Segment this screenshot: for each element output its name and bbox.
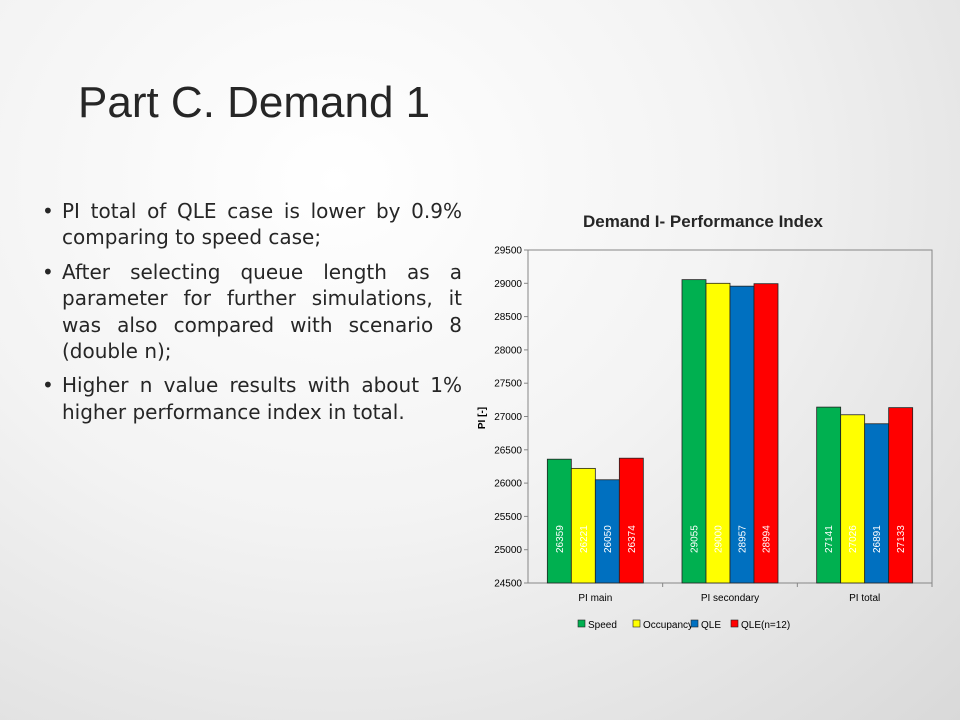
data-label: 26374 [627, 525, 638, 553]
bullet-list: • PI total of QLE case is lower by 0.9% … [42, 198, 462, 433]
bar [618, 457, 644, 584]
data-label: 27141 [824, 525, 835, 553]
x-tick-label: PI main [578, 593, 612, 604]
y-tick-label: 29500 [494, 246, 522, 257]
y-tick-label: 27000 [494, 412, 522, 423]
bar [570, 467, 596, 584]
x-tick-label: PI total [849, 593, 880, 604]
bullet-text: Higher n value results with about 1% hig… [62, 373, 462, 424]
bullet-marker: • [42, 373, 54, 398]
bar [753, 283, 779, 584]
bar [864, 423, 890, 584]
legend-swatch [730, 619, 739, 628]
y-tick-label: 25500 [494, 512, 522, 523]
legend-swatch [690, 619, 699, 628]
bullet-marker: • [42, 199, 54, 223]
data-label: 26050 [603, 525, 614, 553]
y-tick-label: 27500 [494, 379, 522, 390]
data-label: 28957 [738, 525, 749, 553]
bullet-text: PI total of QLE case is lower by 0.9% co… [62, 199, 462, 250]
bar [681, 279, 707, 584]
data-label: 26891 [872, 525, 883, 553]
x-tick-label: PI secondary [701, 593, 759, 604]
legend-entry: QLE(n=12) [741, 620, 790, 631]
bar [729, 285, 755, 584]
bullet-item: • Higher n value results with about 1% h… [42, 372, 462, 425]
chart-title: Demand I- Performance Index [583, 212, 824, 231]
legend: Speed Occupancy QLE QLE(n=12) [577, 619, 790, 631]
legend-entry: Speed [588, 620, 617, 631]
y-tick-label: 28000 [494, 345, 522, 356]
y-tick-label: 26000 [494, 479, 522, 490]
data-label: 27026 [848, 525, 859, 553]
data-label: 28994 [762, 525, 773, 553]
legend-entry: QLE [701, 620, 721, 631]
y-tick-label: 28500 [494, 312, 522, 323]
legend-swatch [632, 619, 641, 628]
bullet-marker: • [42, 259, 54, 284]
bar [888, 407, 914, 584]
legend-entry: Occupancy [643, 620, 693, 631]
bar [705, 282, 731, 584]
y-tick-label: 24500 [494, 579, 522, 590]
bar [840, 414, 866, 584]
y-tick-label: 25000 [494, 545, 522, 556]
bar [546, 458, 572, 584]
y-tick-label: 26500 [494, 445, 522, 456]
plot-area: 24500 25000 25500 26000 26500 27000 27500 28000… [494, 246, 933, 604]
bullet-item: • PI total of QLE case is lower by 0.9% … [42, 198, 462, 251]
slide-title: Part C. Demand 1 [78, 78, 431, 127]
data-label: 29000 [714, 525, 725, 553]
bullet-item: • After selecting queue length as a para… [42, 259, 462, 365]
y-axis-label: PI [-] [477, 407, 488, 429]
bar [594, 479, 620, 584]
data-label: 26359 [555, 525, 566, 553]
data-label: 26221 [579, 525, 590, 553]
data-label: 29055 [690, 525, 701, 553]
y-tick-label: 29000 [494, 279, 522, 290]
legend-swatch [577, 619, 586, 628]
bar-chart: Demand I- Performance Index PI [-] 24500… [477, 212, 933, 631]
bar [816, 406, 842, 584]
bullet-text: After selecting queue length as a parame… [62, 259, 462, 363]
data-label: 27133 [896, 525, 907, 553]
